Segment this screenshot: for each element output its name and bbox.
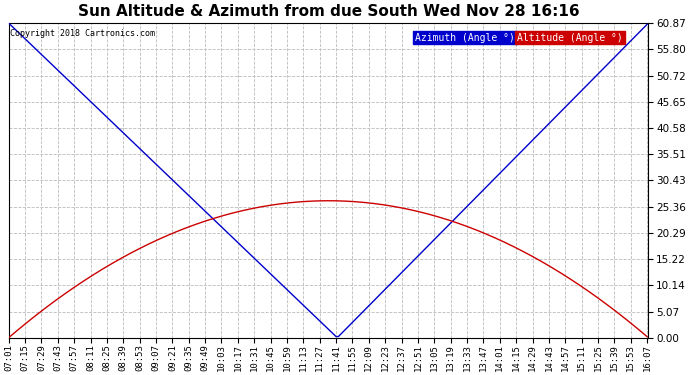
Title: Sun Altitude & Azimuth from due South Wed Nov 28 16:16: Sun Altitude & Azimuth from due South We…	[78, 4, 580, 19]
Text: Copyright 2018 Cartronics.com: Copyright 2018 Cartronics.com	[10, 29, 155, 38]
Text: Azimuth (Angle °): Azimuth (Angle °)	[415, 33, 515, 42]
Text: Altitude (Angle °): Altitude (Angle °)	[518, 33, 623, 42]
